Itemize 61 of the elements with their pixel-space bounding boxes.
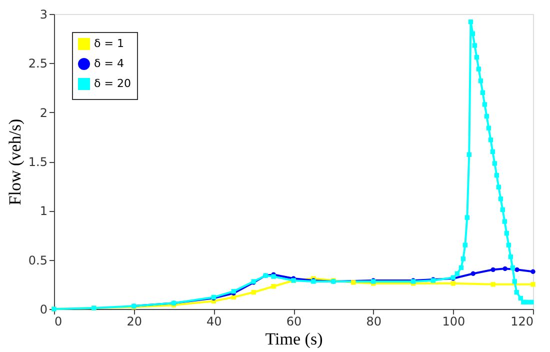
point — [454, 271, 460, 276]
y-tick-label: 0 — [40, 302, 48, 316]
point — [450, 281, 456, 286]
y-tick-label: 1 — [40, 204, 48, 218]
point — [490, 149, 496, 154]
point — [492, 161, 498, 166]
point — [486, 126, 492, 130]
x-tick-label: 20 — [126, 314, 142, 328]
point — [498, 196, 504, 202]
point — [524, 300, 529, 304]
point — [504, 230, 509, 236]
point — [488, 138, 494, 142]
point — [470, 271, 476, 276]
point — [506, 242, 511, 248]
point — [484, 114, 490, 119]
x-tick-label: 80 — [366, 314, 382, 328]
legend-label: δ = 1 — [94, 37, 124, 50]
point — [271, 284, 276, 289]
x-tick-label: 0 — [54, 314, 62, 328]
point — [482, 102, 488, 107]
y-axis-title: Flow (veh/s) — [5, 118, 24, 206]
legend-label: δ = 20 — [94, 77, 131, 90]
x-axis-title: Time (s) — [265, 330, 323, 348]
x-tick-label: 100 — [442, 314, 466, 328]
point — [494, 172, 500, 178]
point — [514, 267, 520, 272]
point — [464, 215, 470, 220]
point — [474, 54, 480, 60]
legend-label: δ = 4 — [94, 57, 124, 70]
point — [502, 219, 508, 224]
point — [251, 290, 256, 295]
y-tick-label: 0.5 — [28, 253, 48, 268]
point — [529, 300, 534, 304]
x-tick-label: 120 — [510, 314, 534, 328]
point — [502, 266, 508, 272]
y-tick-label: 1.5 — [28, 155, 48, 169]
point — [460, 256, 466, 262]
point — [530, 269, 536, 274]
point — [478, 78, 484, 84]
point — [351, 280, 356, 285]
point — [512, 279, 517, 284]
point — [462, 242, 468, 248]
point — [508, 254, 513, 260]
point — [466, 152, 472, 157]
point — [500, 207, 506, 212]
y-tick-label: 3 — [40, 8, 48, 22]
x-tick-label: 40 — [206, 314, 222, 328]
y-tick-label: 2 — [40, 106, 48, 120]
point — [476, 66, 482, 72]
point — [490, 282, 496, 287]
y-tick-label: 2.5 — [28, 56, 48, 71]
point — [472, 43, 478, 48]
point — [496, 184, 502, 190]
x-tick-label: 60 — [286, 314, 302, 328]
point — [468, 20, 474, 24]
point — [480, 90, 486, 96]
point — [490, 267, 496, 272]
point — [458, 265, 464, 270]
point — [530, 282, 536, 287]
point — [514, 290, 519, 295]
point — [510, 265, 515, 270]
